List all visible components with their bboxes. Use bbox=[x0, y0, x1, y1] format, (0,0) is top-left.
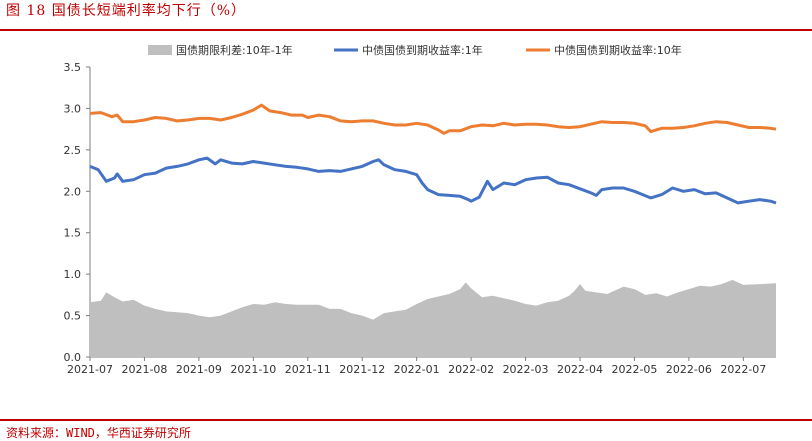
y-tick-label: 2.5 bbox=[64, 144, 82, 157]
y-tick-label: 3.0 bbox=[64, 102, 82, 115]
y-tick-label: 2.0 bbox=[64, 185, 82, 198]
x-tick-label: 2021-08 bbox=[121, 363, 167, 376]
x-tick-label: 2022-05 bbox=[611, 363, 657, 376]
legend: 国债期限利差:10年-1年 中债国债到期收益率:1年 中债国债到期收益率:10年 bbox=[148, 43, 682, 57]
legend-label: 中债国债到期收益率:1年 bbox=[362, 43, 483, 57]
plot-area bbox=[89, 103, 777, 357]
x-tick-label: 2022-07 bbox=[720, 363, 766, 376]
x-tick-label: 2021-12 bbox=[339, 363, 385, 376]
x-tick-label: 2022-04 bbox=[557, 363, 603, 376]
source-note: 资料来源：WIND，华西证券研究所 bbox=[6, 426, 191, 440]
y-tick-label: 0.0 bbox=[64, 351, 82, 364]
series-line-1y bbox=[89, 156, 777, 205]
x-tick-label: 2021-09 bbox=[176, 363, 222, 376]
x-tick-label: 2021-11 bbox=[285, 363, 331, 376]
x-axis: 2021-07 2021-08 2021-09 2021-10 2021-11 2021-… bbox=[67, 356, 776, 376]
legend-swatch-spread bbox=[148, 45, 172, 55]
y-tick-label: 0.5 bbox=[64, 310, 82, 323]
x-tick-label: 2021-10 bbox=[230, 363, 276, 376]
x-tick-label: 2022-02 bbox=[448, 363, 494, 376]
x-tick-label: 2022-06 bbox=[666, 363, 712, 376]
y-tick-label: 1.5 bbox=[64, 227, 82, 240]
figure-title: 图 18 国债长短端利率均下行（%） bbox=[6, 3, 247, 19]
legend-label: 国债期限利差:10年-1年 bbox=[176, 43, 293, 57]
x-tick-label: 2022-03 bbox=[503, 363, 549, 376]
chart: 国债期限利差:10年-1年 中债国债到期收益率:1年 中债国债到期收益率:10年 0… bbox=[64, 43, 777, 376]
y-tick-label: 3.5 bbox=[64, 61, 82, 74]
top-rule bbox=[0, 29, 812, 31]
series-line-10y bbox=[89, 103, 777, 135]
x-tick-label: 2021-07 bbox=[67, 363, 113, 376]
legend-label: 中债国债到期收益率:10年 bbox=[554, 43, 682, 57]
x-tick-label: 2022-01 bbox=[394, 363, 440, 376]
bottom-rule bbox=[0, 419, 812, 421]
y-tick-label: 1.0 bbox=[64, 268, 82, 281]
series-area-spread bbox=[90, 279, 776, 357]
y-axis: 0.0 0.5 1.0 1.5 2.0 2.5 3.0 3.5 bbox=[64, 61, 91, 364]
